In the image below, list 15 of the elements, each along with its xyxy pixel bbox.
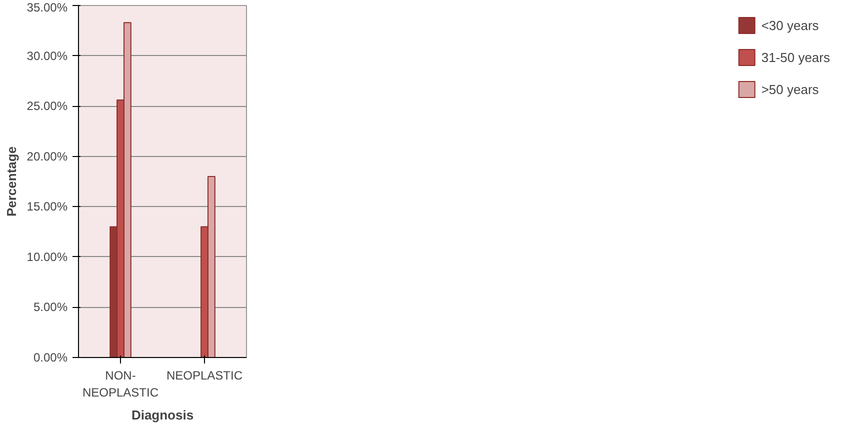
y-tick-label: 5.00% (33, 300, 68, 314)
legend-label: <30 years (761, 18, 819, 32)
y-tick-label: 20.00% (26, 149, 68, 164)
y-tick-label: 30.00% (26, 48, 68, 63)
y-tick-label: 15.00% (26, 200, 68, 214)
y-tick-label: 10.00% (26, 250, 68, 264)
legend-label: >50 years (761, 82, 819, 96)
x-tick-label: NEOPLASTIC (166, 368, 243, 382)
y-axis-title: Percentage (4, 146, 19, 217)
y-tick-label: 35.00% (26, 0, 68, 14)
legend-label: 31-50 years (761, 50, 830, 64)
y-tick-label: 0.00% (33, 350, 68, 364)
x-tick-label: NON- NEOPLASTIC (82, 368, 159, 400)
x-axis-title: Diagnosis (131, 407, 194, 422)
y-tick-label: 25.00% (26, 99, 68, 114)
